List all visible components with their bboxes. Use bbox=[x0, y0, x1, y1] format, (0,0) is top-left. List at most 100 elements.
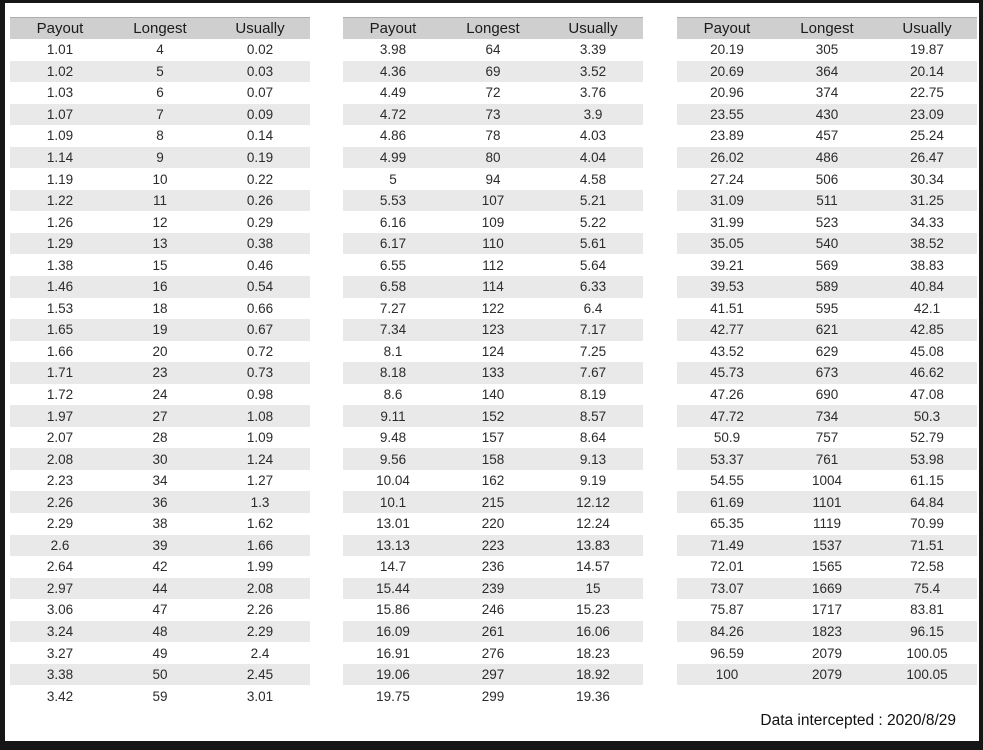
cell-payout: 6.17 bbox=[379, 236, 407, 252]
cell-usually: 31.25 bbox=[910, 193, 944, 209]
cell-usually: 3.01 bbox=[246, 688, 274, 704]
cell-payout: 47.26 bbox=[710, 387, 744, 403]
cell-usually: 15 bbox=[585, 580, 601, 596]
table-row: 3.98 64 3.39 bbox=[343, 39, 643, 61]
table-row: 1.72 24 0.98 bbox=[10, 384, 310, 406]
cell-payout: 10.04 bbox=[376, 473, 410, 489]
table-row: 1.19 10 0.22 bbox=[10, 168, 310, 190]
cell-usually: 20.14 bbox=[910, 63, 944, 79]
cell-payout: 2.07 bbox=[46, 430, 74, 446]
cell-longest: 305 bbox=[815, 42, 839, 58]
table-row: 16.09 261 16.06 bbox=[343, 620, 643, 643]
cell-usually: 1.66 bbox=[246, 537, 274, 553]
table-row: 35.05 540 38.52 bbox=[677, 232, 977, 255]
column-header-usually: Usually bbox=[877, 17, 977, 39]
cell-payout: 96.59 bbox=[710, 645, 744, 661]
cell-payout: 4.99 bbox=[379, 150, 407, 165]
cell-longest: 8 bbox=[156, 128, 164, 144]
cell-payout: 8.18 bbox=[379, 365, 407, 381]
cell-longest: 673 bbox=[815, 365, 839, 381]
cell-payout: 3.27 bbox=[46, 645, 74, 661]
cell-usually: 0.67 bbox=[246, 322, 274, 338]
cell-usually: 0.03 bbox=[246, 63, 274, 79]
table-row: 39.21 569 38.83 bbox=[677, 254, 977, 276]
cell-payout: 27.24 bbox=[710, 171, 744, 187]
table-row: 2.6 39 1.66 bbox=[10, 534, 310, 557]
payout-table-1: Payout Longest Usually 1.01 4 0.02 1.02 5 0.03 1.… bbox=[10, 17, 310, 707]
cell-longest: 364 bbox=[815, 63, 839, 79]
table-row: 41.51 595 42.1 bbox=[677, 298, 977, 320]
table-row: 1.07 7 0.09 bbox=[10, 103, 310, 126]
cell-usually: 53.98 bbox=[910, 451, 944, 467]
table-row: 19.06 297 18.92 bbox=[343, 663, 643, 686]
cell-usually: 42.85 bbox=[910, 322, 944, 338]
table-row: 65.35 1119 70.99 bbox=[677, 513, 977, 535]
cell-payout: 1.14 bbox=[46, 150, 74, 165]
cell-usually: 42.1 bbox=[913, 300, 941, 316]
table-row: 26.02 486 26.47 bbox=[677, 146, 977, 169]
cell-longest: 4 bbox=[156, 42, 164, 58]
table-row: 1.71 23 0.73 bbox=[10, 362, 310, 384]
cell-usually: 0.07 bbox=[246, 85, 274, 101]
cell-usually: 38.52 bbox=[910, 236, 944, 252]
table-row: 45.73 673 46.62 bbox=[677, 362, 977, 384]
column-header-longest: Longest bbox=[110, 17, 210, 39]
cell-payout: 16.09 bbox=[376, 624, 410, 640]
cell-usually: 18.92 bbox=[576, 667, 610, 683]
cell-longest: 690 bbox=[815, 387, 839, 403]
cell-longest: 27 bbox=[152, 408, 168, 424]
cell-usually: 0.46 bbox=[246, 257, 274, 273]
table-row: 3.42 59 3.01 bbox=[10, 685, 310, 707]
table-row: 1.65 19 0.67 bbox=[10, 319, 310, 341]
cell-longest: 299 bbox=[481, 688, 505, 704]
cell-longest: 276 bbox=[481, 645, 505, 661]
cell-payout: 20.96 bbox=[710, 85, 744, 101]
cell-longest: 20 bbox=[152, 343, 168, 359]
cell-payout: 39.53 bbox=[710, 279, 744, 295]
table-row: 1.09 8 0.14 bbox=[10, 125, 310, 147]
table-row: 1.14 9 0.19 bbox=[10, 146, 310, 169]
cell-longest: 123 bbox=[481, 322, 505, 338]
cell-usually: 1.99 bbox=[246, 559, 274, 575]
cell-payout: 1.66 bbox=[46, 343, 74, 359]
table-row: 1.01 4 0.02 bbox=[10, 39, 310, 61]
cell-longest: 73 bbox=[485, 106, 501, 122]
table-row: 6.16 109 5.22 bbox=[343, 211, 643, 233]
cell-usually: 23.09 bbox=[910, 106, 944, 122]
table-row: 1.66 20 0.72 bbox=[10, 341, 310, 363]
cell-payout: 4.72 bbox=[379, 106, 407, 122]
cell-longest: 38 bbox=[152, 516, 168, 532]
cell-longest: 236 bbox=[481, 559, 505, 575]
table-row: 8.6 140 8.19 bbox=[343, 384, 643, 406]
cell-payout: 6.55 bbox=[379, 257, 407, 273]
data-intercepted-caption: Data intercepted : 2020/8/29 bbox=[760, 712, 956, 729]
cell-usually: 19.36 bbox=[576, 688, 610, 704]
cell-longest: 39 bbox=[152, 537, 168, 553]
cell-usually: 0.72 bbox=[246, 343, 274, 359]
cell-longest: 261 bbox=[481, 624, 505, 640]
cell-longest: 112 bbox=[482, 257, 504, 273]
column-header-longest: Longest bbox=[443, 17, 543, 39]
cell-payout: 6.16 bbox=[379, 214, 407, 230]
table-row: 8.1 124 7.25 bbox=[343, 341, 643, 363]
table-row: 10.1 215 12.12 bbox=[343, 491, 643, 514]
cell-usually: 8.19 bbox=[579, 387, 607, 403]
cell-payout: 75.87 bbox=[710, 602, 744, 618]
cell-longest: 42 bbox=[152, 559, 168, 575]
table-row: 2.29 38 1.62 bbox=[10, 513, 310, 535]
cell-longest: 1119 bbox=[812, 516, 842, 532]
cell-longest: 1537 bbox=[811, 537, 843, 553]
table-row: 27.24 506 30.34 bbox=[677, 168, 977, 190]
cell-payout: 3.06 bbox=[46, 602, 74, 618]
table-row: 53.37 761 53.98 bbox=[677, 448, 977, 470]
cell-longest: 757 bbox=[815, 430, 839, 446]
cell-payout: 35.05 bbox=[710, 236, 744, 252]
cell-usually: 34.33 bbox=[910, 214, 944, 230]
cell-usually: 46.62 bbox=[910, 365, 944, 381]
table-row: 4.86 78 4.03 bbox=[343, 125, 643, 147]
cell-longest: 47 bbox=[152, 602, 168, 618]
table-row: 6.58 114 6.33 bbox=[343, 276, 643, 298]
cell-usually: 61.15 bbox=[910, 473, 944, 489]
cell-longest: 162 bbox=[481, 473, 505, 489]
cell-longest: 72 bbox=[485, 85, 501, 101]
